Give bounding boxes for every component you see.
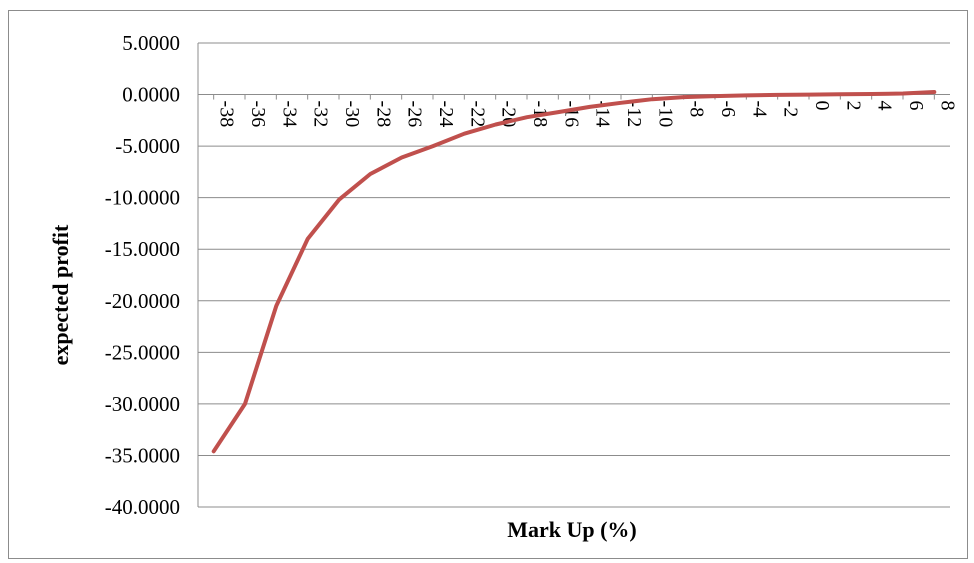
y-tick-label: 0.0000 — [122, 83, 180, 107]
chart-frame — [8, 10, 968, 559]
y-tick-label: -25.0000 — [105, 340, 180, 364]
y-tick-label: -15.0000 — [105, 237, 180, 261]
y-tick-label: -20.0000 — [105, 289, 180, 313]
y-tick-label: -40.0000 — [105, 495, 180, 519]
x-tick-label: -2 — [780, 101, 802, 118]
x-tick-label: 8 — [936, 101, 958, 111]
y-tick-label: -10.0000 — [105, 186, 180, 210]
x-tick-label: -28 — [372, 101, 394, 128]
data-points — [212, 90, 937, 453]
x-tick-label: -22 — [466, 101, 488, 128]
x-tick-label: 0 — [811, 101, 833, 111]
x-tick-label: 4 — [874, 101, 896, 111]
x-tick-label: -8 — [686, 101, 708, 118]
y-tick-labels: 5.0000 0.0000 -5.0000 -10.0000 -15.0000 -20.0… — [105, 31, 180, 519]
y-tick-label: -35.0000 — [105, 443, 180, 467]
x-tick-label: -24 — [435, 101, 457, 128]
x-tick-label: 2 — [842, 101, 864, 111]
x-tick-label: -32 — [310, 101, 332, 128]
x-axis-title: Mark Up (%) — [507, 517, 637, 542]
x-tick-label: -4 — [748, 101, 770, 118]
x-tick-label: -10 — [654, 101, 676, 128]
y-axis-title: expected profit — [48, 224, 73, 365]
x-tick-label: -30 — [341, 101, 363, 128]
x-tick-label: 6 — [905, 101, 927, 111]
gridlines — [197, 42, 950, 508]
x-tick-label: -16 — [560, 101, 582, 128]
x-tick-labels: -38 -36 -34 -32 -30 -28 -26 -24 -22 -20 -18 -16 -14-… — [213, 94, 958, 128]
y-tick-label: -5.0000 — [115, 134, 180, 158]
y-tick-label: -30.0000 — [105, 392, 180, 416]
x-tick-label: -36 — [247, 101, 269, 128]
y-tick-label: 5.0000 — [122, 31, 180, 55]
x-tick-label: -34 — [278, 101, 300, 128]
x-tick-label: -12 — [623, 101, 645, 128]
x-tick-label: -38 — [216, 101, 238, 128]
x-tick-label: -6 — [717, 101, 739, 118]
series-line — [211, 90, 937, 454]
x-tick-label: -26 — [404, 101, 426, 128]
